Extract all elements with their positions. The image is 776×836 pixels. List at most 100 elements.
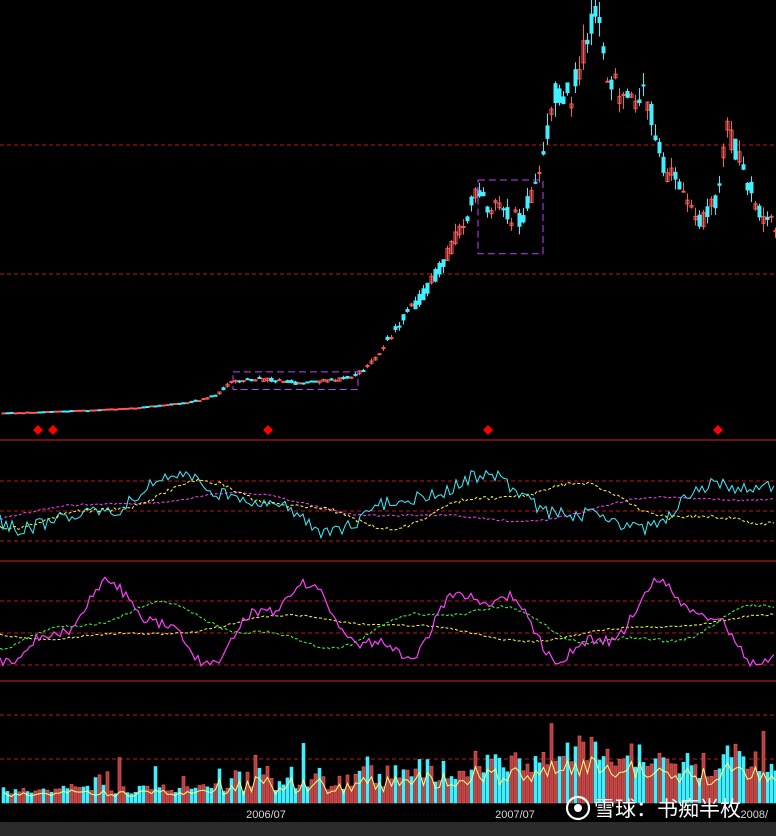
- volume-bar: [437, 780, 442, 804]
- candle-body: [705, 206, 710, 218]
- volume-bar: [689, 765, 694, 804]
- footer-strip: [0, 822, 776, 836]
- volume-bar: [433, 781, 438, 804]
- volume-bar: [177, 787, 182, 804]
- candle-body: [673, 171, 678, 180]
- candle-body: [493, 200, 498, 204]
- candle-body: [461, 226, 466, 229]
- highlight-box: [477, 179, 544, 255]
- candle-body: [301, 382, 306, 385]
- signal-marker: [263, 425, 273, 435]
- volume-bar: [537, 762, 542, 804]
- candle-body: [297, 382, 302, 385]
- signal-marker: [33, 425, 43, 435]
- volume-bar: [13, 789, 18, 804]
- volume-bar: [189, 788, 194, 804]
- volume-bar: [17, 791, 22, 804]
- volume-bar: [1, 787, 6, 804]
- candle-body: [209, 395, 214, 398]
- candle-body: [541, 151, 546, 155]
- volume-bar: [357, 770, 362, 804]
- volume-bar: [141, 785, 146, 804]
- candle-body: [661, 156, 666, 173]
- oscillator-1-line: [0, 469, 775, 540]
- candle-body: [369, 360, 374, 364]
- candle-body: [353, 373, 358, 376]
- candle-body: [321, 378, 326, 382]
- candle-body: [429, 275, 434, 284]
- volume-bar: [313, 773, 318, 804]
- volume-bar: [613, 765, 618, 804]
- volume-bar: [469, 769, 474, 804]
- candle-body: [341, 377, 346, 380]
- volume-bar: [485, 754, 490, 804]
- candle-body: [365, 364, 370, 367]
- volume-bar: [409, 776, 414, 804]
- volume-bar: [709, 775, 714, 804]
- volume-bar: [325, 789, 330, 804]
- candle-body: [177, 402, 182, 405]
- candle-body: [273, 380, 278, 383]
- candle-body: [585, 39, 590, 45]
- volume-bar: [649, 763, 654, 804]
- candle-body: [337, 377, 342, 382]
- volume-bar: [149, 789, 154, 804]
- candle-body: [413, 300, 418, 310]
- volume-bar: [229, 778, 234, 804]
- volume-bar: [225, 787, 230, 804]
- volume-bar: [377, 773, 382, 804]
- candle-body: [169, 403, 174, 406]
- candle-body: [581, 40, 586, 64]
- volume-bar: [673, 763, 678, 804]
- candle-body: [245, 378, 250, 381]
- candle-body: [233, 380, 238, 383]
- candle-body: [449, 241, 454, 255]
- candle-body: [605, 80, 610, 83]
- volume-bar: [589, 737, 594, 804]
- candle-body: [69, 410, 74, 413]
- candle-body: [329, 378, 334, 381]
- volume-bar: [201, 784, 206, 804]
- candle-body: [161, 404, 166, 407]
- candle-body: [385, 336, 390, 340]
- candle-body: [89, 409, 94, 412]
- volume-bar: [629, 743, 634, 804]
- candle-body: [241, 380, 246, 383]
- candle-body: [701, 212, 706, 227]
- volume-bar: [541, 752, 546, 804]
- candle-body: [21, 412, 26, 415]
- volume-bar: [389, 778, 394, 804]
- volume-bar: [445, 778, 450, 804]
- candle-body: [573, 69, 578, 87]
- oscillator-1-line: [0, 491, 775, 523]
- candle-body: [37, 411, 42, 414]
- candle-body: [745, 182, 750, 191]
- volume-bar: [601, 756, 606, 804]
- candle-body: [717, 183, 722, 186]
- volume-bar: [473, 750, 478, 804]
- volume-bar: [193, 787, 198, 804]
- candle-body: [521, 215, 526, 223]
- candle-body: [725, 120, 730, 131]
- candle-body: [737, 151, 742, 163]
- x-tick-label: 2007/07: [495, 809, 535, 821]
- candle-body: [1, 412, 6, 415]
- candle-body: [121, 407, 126, 410]
- candle-body: [29, 411, 34, 414]
- candle-body: [349, 376, 354, 379]
- candle-body: [481, 191, 486, 197]
- volume-bar: [337, 775, 342, 804]
- candle-body: [625, 91, 630, 98]
- volume-bar: [237, 771, 242, 804]
- candle-body: [645, 101, 650, 111]
- candle-body: [489, 210, 494, 215]
- volume-bar: [341, 788, 346, 804]
- volume-bar: [545, 764, 550, 804]
- volume-bar: [513, 752, 518, 804]
- volume-bar: [769, 763, 774, 804]
- candle-body: [189, 400, 194, 403]
- volume-bars-group: [1, 723, 776, 804]
- candle-body: [497, 202, 502, 209]
- candle-body: [361, 370, 366, 373]
- volume-bar: [121, 786, 126, 804]
